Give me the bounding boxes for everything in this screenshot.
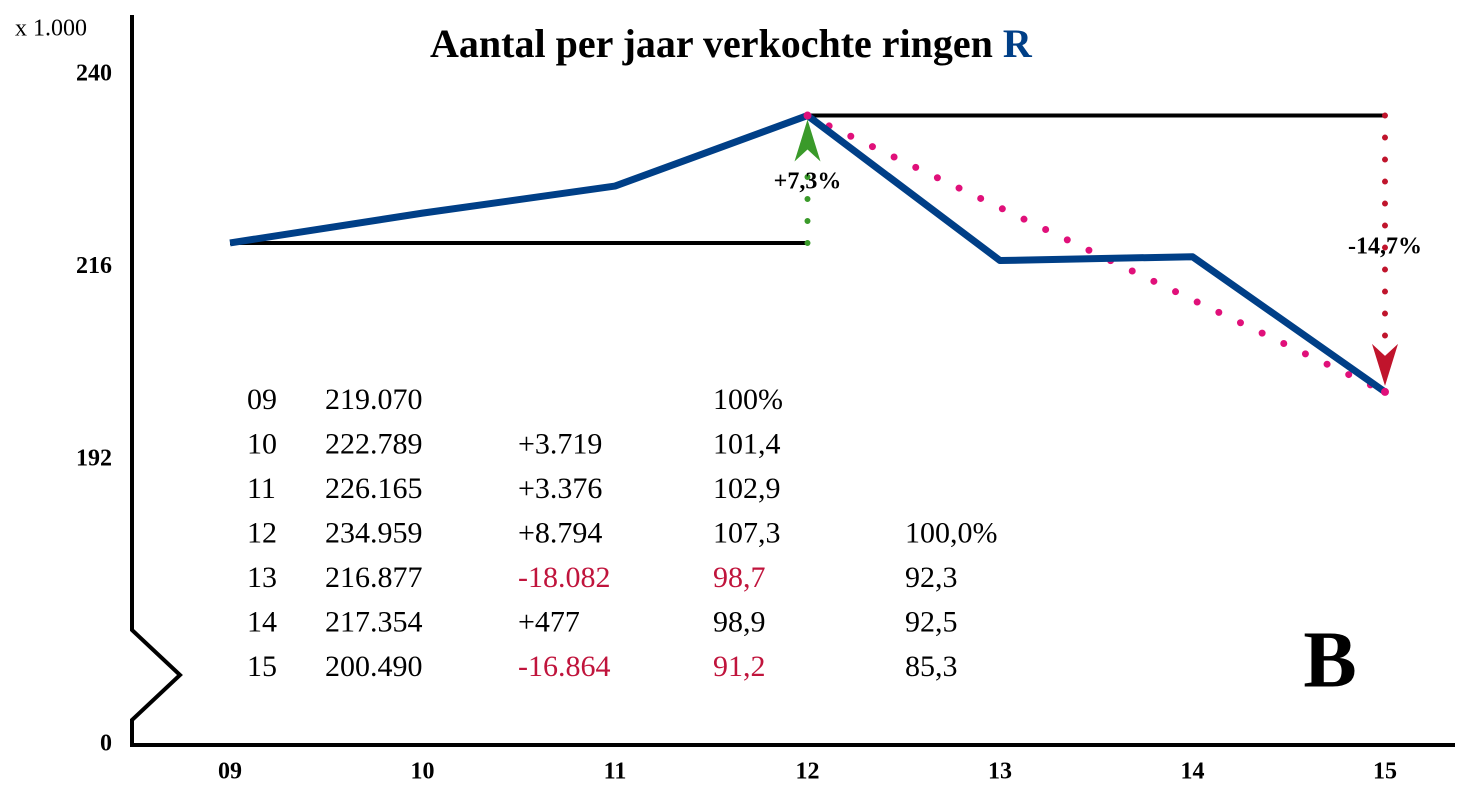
table-cell: 234.959 — [325, 516, 423, 549]
table-cell: 92,3 — [905, 561, 958, 594]
table-cell: 91,2 — [713, 650, 766, 683]
table-cell: 13 — [247, 561, 277, 594]
table-cell: 92,5 — [905, 605, 958, 638]
table-cell: 12 — [247, 516, 277, 549]
x-tick-label: 09 — [218, 759, 242, 785]
table-cell: 200.490 — [325, 650, 423, 683]
table-cell: 09 — [247, 383, 277, 416]
annotation: +7,3% — [774, 169, 842, 195]
table-cell: 10 — [247, 427, 277, 460]
x-tick-label: 11 — [604, 759, 627, 785]
table-cell: 217.354 — [325, 605, 423, 638]
y-tick-label: 0 — [100, 731, 112, 757]
table-cell: 11 — [247, 472, 276, 505]
x-tick-label: 10 — [411, 759, 435, 785]
table-cell: 14 — [247, 605, 277, 638]
data-line — [229, 112, 1388, 395]
x-tick-label: 14 — [1181, 759, 1205, 785]
table-cell: 216.877 — [325, 561, 423, 594]
arrow-head — [794, 119, 821, 162]
y-tick-label: 192 — [76, 446, 112, 472]
table-cell: 15 — [247, 650, 277, 683]
table-cell: -16.864 — [518, 650, 611, 683]
y-tick-label: 216 — [76, 253, 112, 279]
point — [1381, 387, 1389, 396]
y-tick-label: 240 — [76, 61, 112, 87]
title-marker: R — [1003, 21, 1033, 66]
point — [803, 111, 812, 120]
table-cell: +3.376 — [518, 472, 602, 505]
axes — [130, 15, 1455, 747]
y-unit-label: x 1.000 — [15, 16, 87, 42]
table-cell: -18.082 — [518, 561, 611, 594]
x-tick-label: 13 — [988, 759, 1012, 785]
table-cell: 219.070 — [325, 383, 423, 416]
table-cell: 107,3 — [713, 516, 781, 549]
table-cell: 85,3 — [905, 650, 958, 683]
trend-line — [804, 112, 1389, 396]
chart-title: Aantal per jaar verkochte ringen — [430, 21, 993, 66]
table-cell: +3.719 — [518, 427, 602, 460]
table-cell: 100,0% — [905, 516, 998, 549]
corner-label: B — [1303, 616, 1356, 704]
table-cell: 226.165 — [325, 472, 423, 505]
table-cell: 98,7 — [713, 561, 766, 594]
table-cell: 222.789 — [325, 427, 423, 460]
arrow-head — [1372, 343, 1398, 386]
x-tick-label: 12 — [796, 759, 820, 785]
table-cell: 101,4 — [713, 427, 781, 460]
x-tick-label: 15 — [1373, 759, 1397, 785]
table-cell: 98,9 — [713, 605, 766, 638]
table-cell: 100% — [713, 383, 783, 416]
annotation: -14,7% — [1348, 234, 1422, 260]
table-cell: +477 — [518, 605, 580, 638]
table-cell: 102,9 — [713, 472, 781, 505]
table-cell: +8.794 — [518, 516, 602, 549]
